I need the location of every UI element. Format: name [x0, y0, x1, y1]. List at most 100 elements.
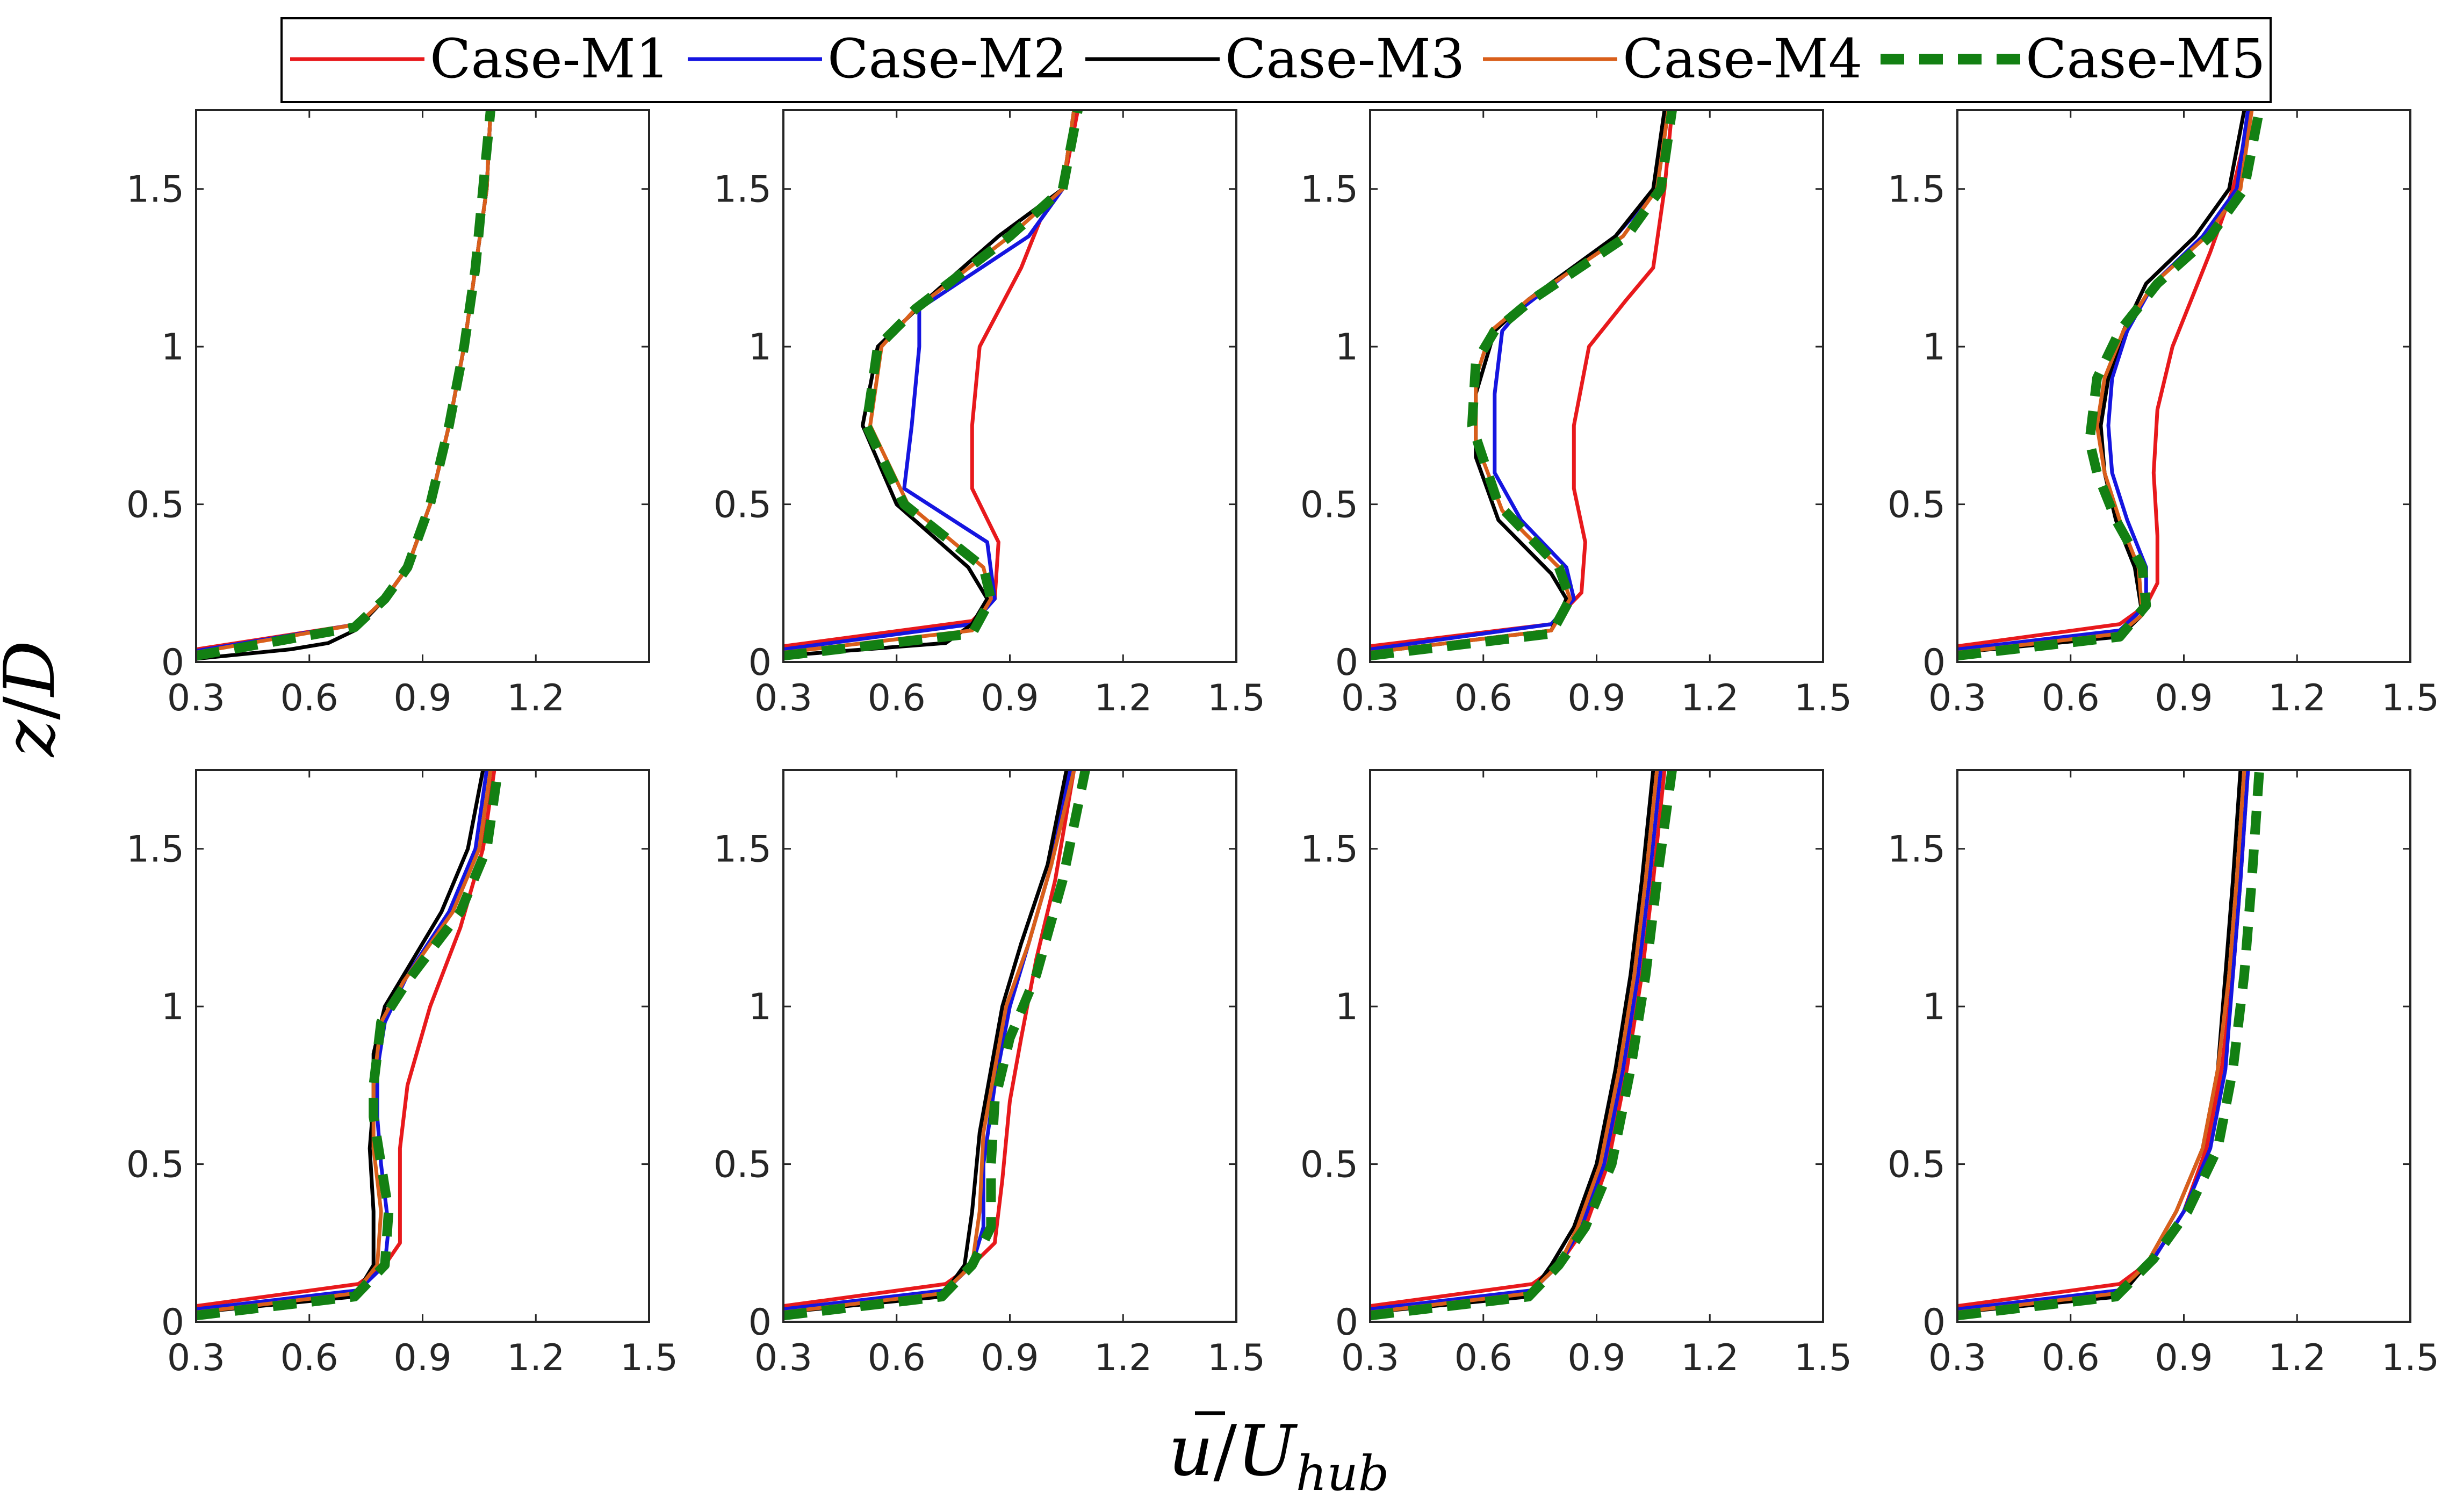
svg-text:z/D: z/D: [0, 640, 70, 758]
panel-6: 0.3 0.6 0.9 1.2 1.5 0 0.5 1 1.5: [714, 769, 1265, 1379]
series-group: [1957, 110, 2264, 661]
x-tick-label: 1.5: [2381, 1337, 2439, 1379]
x-axis-title-u: u: [1169, 1410, 1214, 1492]
plot-area: [1957, 770, 2410, 1322]
legend-label-case-m5: Case-M5: [2026, 27, 2265, 90]
y-tick-label: 1: [1335, 986, 1358, 1028]
x-tick-label: 0.6: [2042, 1337, 2100, 1379]
series-line-case-m4: [196, 770, 493, 1314]
x-tick-label: 0.3: [1341, 677, 1399, 719]
y-tick-label: 1: [748, 986, 772, 1028]
y-tick-label: 0: [1335, 642, 1358, 684]
x-tick-label: 1.2: [1094, 1337, 1152, 1379]
y-tick-label: 1: [748, 326, 772, 369]
legend-entry-case-m2: Case-M2: [688, 27, 1067, 90]
x-axis-title: u/Uhub: [1169, 1410, 1389, 1502]
svg-text:u/Uhub: u/Uhub: [1169, 1410, 1389, 1502]
legend-label-case-m1: Case-M1: [430, 27, 669, 90]
y-tick-label: 0.5: [1300, 484, 1358, 527]
y-tick-label: 0.5: [1888, 1144, 1946, 1186]
legend-label-case-m4: Case-M4: [1623, 27, 1862, 90]
y-tick-label: 1.5: [126, 169, 184, 211]
panel-2: 0.3 0.6 0.9 1.2 1.5 0 0.5 1 1.5: [714, 109, 1265, 719]
y-axis-title-z: z: [0, 719, 70, 758]
legend-entry-case-m5: Case-M5: [1881, 27, 2265, 90]
panel-1: 0.3 0.6 0.9 1.2 0 0.5 1 1.5: [126, 109, 650, 719]
legend-label-case-m2: Case-M2: [827, 27, 1067, 90]
x-tick-label: 0.9: [393, 1337, 451, 1379]
y-tick-label: 0.5: [1888, 484, 1946, 527]
series-line-case-m5: [196, 110, 495, 661]
series-line-case-m4: [783, 770, 1076, 1314]
x-tick-label: 1.5: [1794, 677, 1852, 719]
x-tick-label: 0.3: [167, 677, 225, 719]
panel-8: 0.3 0.6 0.9 1.2 1.5 0 0.5 1 1.5: [1888, 769, 2439, 1379]
series-group: [1370, 110, 1677, 661]
series-line-case-m5: [196, 770, 503, 1321]
panel-3: 0.3 0.6 0.9 1.2 1.5 0 0.5 1 1.5: [1300, 109, 1852, 719]
plot-area: [1957, 110, 2410, 662]
x-tick-label: 0.9: [1567, 1337, 1625, 1379]
x-tick-label: 0.3: [754, 677, 812, 719]
x-tick-label: 0.9: [393, 677, 451, 719]
x-tick-label: 0.9: [2155, 677, 2213, 719]
x-tick-label: 1.5: [620, 1337, 678, 1379]
y-tick-label: 0: [1922, 1301, 1946, 1344]
x-tick-label: 0.9: [1567, 677, 1625, 719]
y-axis-title: z/D: [0, 640, 70, 758]
x-tick-label: 0.9: [981, 677, 1039, 719]
y-tick-label: 1.5: [714, 169, 772, 211]
x-tick-label: 1.2: [507, 1337, 565, 1379]
x-tick-label: 0.3: [1341, 1337, 1399, 1379]
series-line-case-m5: [1957, 110, 2264, 661]
y-tick-label: 1.5: [714, 829, 772, 871]
x-tick-label: 0.3: [754, 1337, 812, 1379]
series-group: [1370, 770, 1677, 1321]
y-tick-label: 1: [1922, 986, 1946, 1028]
y-tick-label: 1.5: [1888, 829, 1946, 871]
x-axis-title-slash: /: [1213, 1410, 1237, 1492]
series-line-case-m5: [783, 770, 1090, 1321]
y-tick-label: 0: [161, 1301, 184, 1344]
y-tick-label: 0: [748, 1301, 772, 1344]
x-tick-label: 1.5: [1207, 1337, 1265, 1379]
legend-entry-case-m4: Case-M4: [1483, 27, 1862, 90]
series-line-case-m5: [1370, 770, 1677, 1321]
y-tick-label: 0: [1335, 1301, 1358, 1344]
series-line-case-m5: [783, 110, 1083, 661]
panel-5: 0.3 0.6 0.9 1.2 1.5 0 0.5 1 1.5: [126, 769, 678, 1379]
legend-entry-case-m3: Case-M3: [1085, 27, 1465, 90]
plot-area: [783, 110, 1236, 662]
y-tick-label: 0.5: [1300, 1144, 1358, 1186]
y-tick-label: 0.5: [714, 484, 772, 527]
series-line-case-m5: [1370, 110, 1677, 661]
x-tick-label: 0.3: [1928, 1337, 1986, 1379]
x-tick-label: 0.6: [868, 1337, 926, 1379]
plot-area: [1370, 770, 1823, 1322]
y-tick-label: 0.5: [126, 1144, 184, 1186]
panel-7: 0.3 0.6 0.9 1.2 1.5 0 0.5 1 1.5: [1300, 769, 1852, 1379]
x-tick-label: 0.6: [1454, 677, 1512, 719]
panels: 0.3 0.6 0.9 1.2 0 0.5 1 1.5 0.3 0.6 0.9 1.2 1.5 0 0.5 1…: [126, 109, 2439, 1379]
y-axis-title-slash: /: [0, 696, 70, 720]
panel-4: 0.3 0.6 0.9 1.2 1.5 0 0.5 1 1.5: [1888, 109, 2439, 719]
y-tick-label: 1.5: [1888, 169, 1946, 211]
y-axis-title-d: D: [0, 640, 70, 697]
legend-label-case-m3: Case-M3: [1225, 27, 1465, 90]
x-tick-label: 1.5: [1794, 1337, 1852, 1379]
legend: Case-M1 Case-M2 Case-M3 Case-M4 Case-M5: [280, 17, 2272, 103]
y-tick-label: 1: [161, 326, 184, 369]
x-tick-label: 0.6: [868, 677, 926, 719]
plot-area: [196, 770, 649, 1322]
y-tick-label: 0: [161, 642, 184, 684]
y-tick-label: 0: [1922, 642, 1946, 684]
x-tick-label: 0.3: [1928, 677, 1986, 719]
legend-entry-case-m1: Case-M1: [290, 27, 669, 90]
series-group: [196, 770, 503, 1321]
x-tick-label: 0.9: [981, 1337, 1039, 1379]
series-group: [196, 110, 495, 661]
y-tick-label: 1: [1922, 326, 1946, 369]
plot-area: [1370, 110, 1823, 662]
y-tick-label: 1: [1335, 326, 1358, 369]
